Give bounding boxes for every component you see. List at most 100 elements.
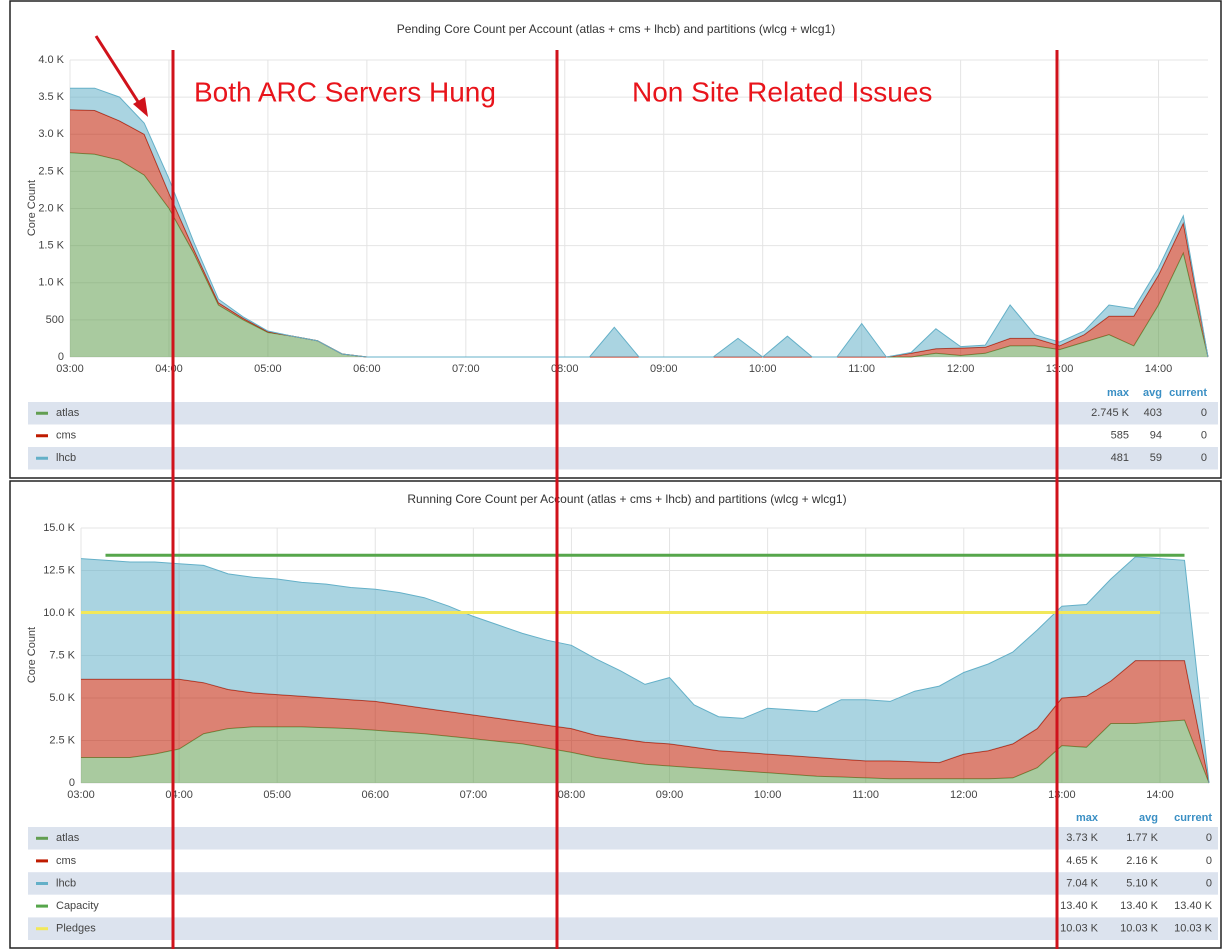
x-tick-label: 10:00 [749,363,777,375]
legend-header: current [1169,387,1207,399]
legend-stat: 4.65 K [1066,855,1098,867]
x-tick-label: 09:00 [650,363,678,375]
y-tick-label: 3.5 K [38,91,64,103]
x-tick-label: 11:00 [848,363,875,375]
x-tick-label: 06:00 [361,789,389,801]
area-line [80,556,1210,784]
y-tick-label: 0 [69,777,75,789]
chart-title: Pending Core Count per Account (atlas + … [397,22,836,36]
y-tick-label: 2.0 K [38,202,64,214]
area-line [70,87,1209,358]
legend-stat: 13.40 K [1120,900,1159,912]
legend-stat: 0 [1201,430,1207,442]
legend-stat: 585 [1111,430,1129,442]
legend-stat: 10.03 K [1120,923,1159,935]
x-tick-label: 09:00 [656,789,684,801]
legend-row [28,849,1218,873]
legend-row [28,827,1218,850]
x-tick-label: 08:00 [558,789,586,801]
legend-stat: 94 [1150,430,1162,442]
x-tick-label: 05:00 [254,363,282,375]
legend-stat: 7.04 K [1066,877,1098,889]
y-tick-label: 12.5 K [43,564,75,576]
legend-stat: 5.10 K [1126,877,1158,889]
legend-label: lhcb [56,877,76,889]
legend-swatch [36,904,48,908]
legend-header: avg [1139,812,1158,824]
legend-swatch [36,882,48,885]
y-tick-label: 5.0 K [49,692,75,704]
legend-stat: 0 [1206,877,1212,889]
legend-swatch [36,836,48,840]
legend-stat: 0 [1206,832,1212,844]
x-tick-label: 10:00 [754,789,782,801]
legend-stat: 10.03 K [1174,923,1213,935]
y-tick-label: 3.0 K [38,128,64,140]
legend-stat: 481 [1111,452,1129,464]
x-tick-label: 13:00 [1046,363,1074,375]
legend-swatch [36,927,48,931]
x-tick-label: 03:00 [67,789,95,801]
x-tick-label: 07:00 [452,363,480,375]
legend-swatch [36,411,48,415]
legend-stat: 10.03 K [1060,923,1099,935]
y-axis-label: Core Count [26,627,38,683]
x-tick-label: 04:00 [165,789,193,801]
legend-header: max [1076,812,1099,824]
chart-title: Running Core Count per Account (atlas + … [407,492,846,506]
y-tick-label: 15.0 K [43,522,75,534]
legend-label: cms [56,855,77,867]
x-tick-label: 03:00 [56,363,84,375]
x-tick-label: 07:00 [460,789,488,801]
charts: Pending Core Count per Account (atlas + … [26,22,1218,940]
legend-swatch [36,859,48,863]
legend-stat: 0 [1206,855,1212,867]
legend-stat: 2.745 K [1091,407,1130,419]
x-tick-label: 05:00 [263,789,291,801]
area-fill [81,660,1209,783]
y-tick-label: 1.5 K [38,240,64,252]
area-fill [81,720,1209,783]
legend-header: current [1174,812,1212,824]
legend-stat: 1.77 K [1126,832,1158,844]
legend-label: lhcb [56,452,76,464]
x-tick-label: 11:00 [852,789,879,801]
y-axis-label: Core Count [26,180,38,236]
legend-row [28,917,1218,940]
x-tick-label: 04:00 [155,363,183,375]
x-tick-label: 12:00 [947,363,975,375]
legend-row [28,424,1218,447]
legend-stat: 0 [1201,407,1207,419]
legend-stat: 13.40 K [1174,900,1213,912]
arrow [94,35,144,109]
annotations-overlay: Both ARC Servers Hung Non Site Related I… [94,35,1059,949]
y-tick-label: 0 [58,351,64,363]
x-tick-label: 08:00 [551,363,579,375]
legend-stat: 13.40 K [1060,900,1099,912]
panel-pending [9,0,1222,479]
x-tick-label: 14:00 [1145,363,1173,375]
legend-header: max [1107,387,1130,399]
y-tick-label: 4.0 K [38,54,64,66]
legend-stat: 403 [1144,407,1162,419]
annotation: Non Site Related Issues [632,76,932,107]
annotation: Both ARC Servers Hung [194,76,496,107]
y-tick-label: 2.5 K [38,165,64,177]
legend-row [28,872,1218,895]
legend-label: Capacity [56,900,99,912]
y-tick-label: 2.5 K [49,734,75,746]
legend-label: atlas [56,407,80,419]
y-tick-label: 1.0 K [38,277,64,289]
x-tick-label: 06:00 [353,363,381,375]
legend-stat: 3.73 K [1066,832,1098,844]
legend-swatch [36,434,48,438]
legend-row [28,447,1218,470]
legend-label: atlas [56,832,80,844]
legend-swatch [36,456,48,460]
legend-row [28,894,1218,918]
legend-stat: 0 [1201,452,1207,464]
legend-label: Pledges [56,923,96,935]
x-tick-label: 14:00 [1146,789,1174,801]
area-fill [70,152,1208,357]
